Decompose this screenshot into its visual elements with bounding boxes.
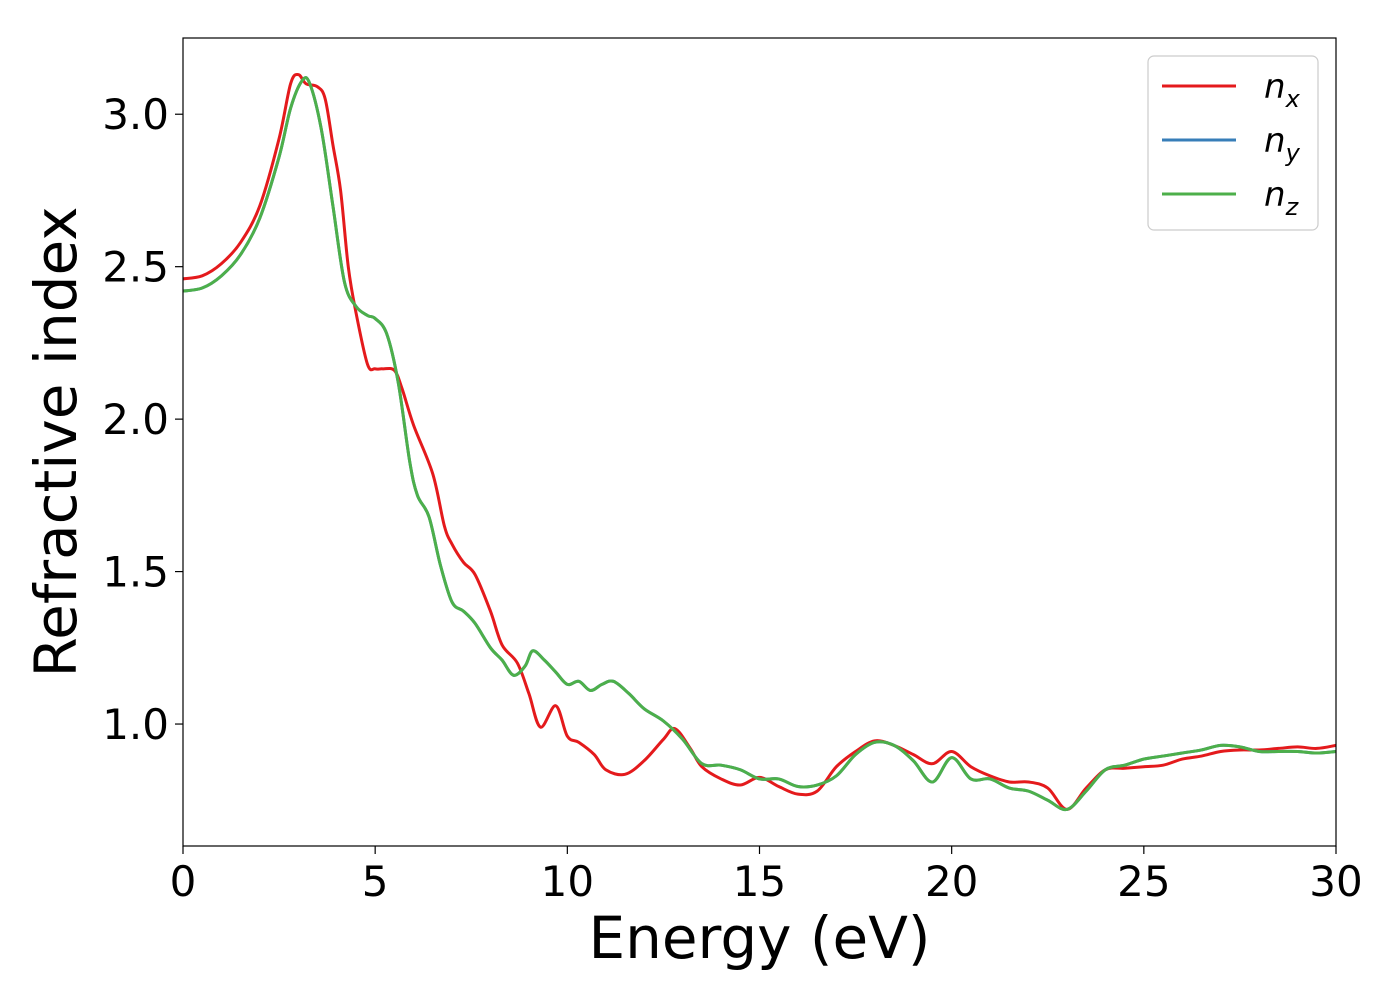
x-tick-label: 15 xyxy=(733,857,786,906)
legend-label-main: n xyxy=(1264,175,1286,215)
legend-label-n-y: ny xyxy=(1264,121,1301,167)
legend-label-sub: z xyxy=(1285,193,1300,221)
y-tick-label: 2.5 xyxy=(102,243,169,292)
legend-label-n-z: nz xyxy=(1264,175,1300,221)
legend-box xyxy=(1147,55,1319,231)
y-tick-label: 1.5 xyxy=(102,548,169,597)
y-tick-label: 1.0 xyxy=(102,700,169,749)
series-layer xyxy=(183,73,1336,812)
x-tick-label: 0 xyxy=(170,857,197,906)
legend-label-sub: y xyxy=(1285,139,1301,167)
series-line-n-z xyxy=(183,76,1336,812)
x-tick-label: 20 xyxy=(925,857,978,906)
x-axis-label: Energy (eV) xyxy=(588,904,930,972)
legend-label-sub: x xyxy=(1285,85,1301,113)
x-tick-label: 25 xyxy=(1117,857,1170,906)
y-tick-label: 3.0 xyxy=(102,90,169,139)
y-axis-label: Refractive index xyxy=(22,206,90,677)
x-tick-label: 30 xyxy=(1309,857,1362,906)
legend-label-main: n xyxy=(1264,121,1286,161)
x-tick-label: 10 xyxy=(541,857,594,906)
legend-label-n-x: nx xyxy=(1264,67,1301,113)
y-tick-label: 2.0 xyxy=(102,395,169,444)
ticks-layer: 0 5 10 15 20 25 30 1.0 1.5 2.0 2.5 3.0 xyxy=(102,90,1363,906)
x-tick-label: 5 xyxy=(362,857,389,906)
legend-label-main: n xyxy=(1264,67,1286,107)
